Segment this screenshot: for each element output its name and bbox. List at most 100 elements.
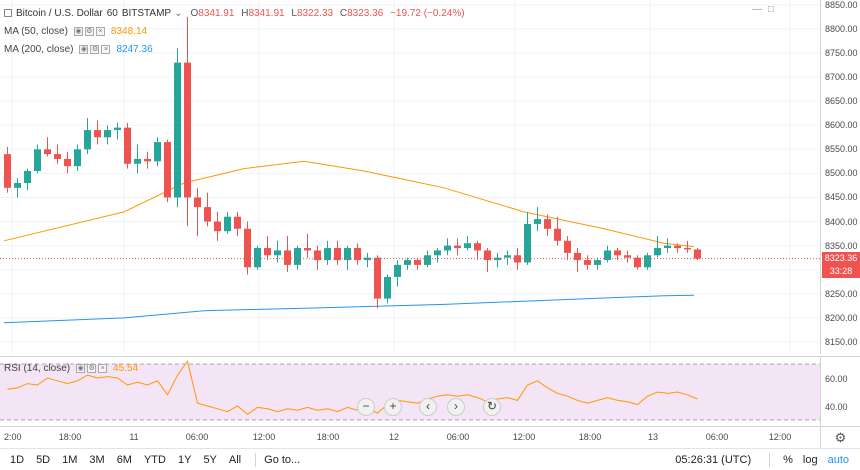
range-button-1m[interactable]: 1M [62,453,78,466]
visibility-icon[interactable]: ◉ [76,363,86,373]
time-tick: 18:00 [316,432,340,442]
range-button-5y[interactable]: 5Y [203,453,217,466]
candle-body [14,183,21,188]
time-tick: 06:00 [705,432,729,442]
candle-body [44,149,51,155]
rsi-pane[interactable]: RSI (14, close) ◉ ⚙ × 45.54 [0,356,820,426]
candle-body [434,250,441,256]
price-tick: 8450.00 [825,192,858,203]
candle-body [64,158,71,167]
range-button-6m[interactable]: 6M [116,453,132,466]
visibility-icon[interactable]: ◉ [79,44,89,54]
last-price-label: 8323.36 [822,251,860,265]
candle-body [584,260,591,265]
change-value: −19.72 (−0.24%) [390,7,465,19]
candle-body [174,62,181,198]
candle-body [424,255,431,265]
candle-body [384,276,391,299]
chart-settings-gear-icon[interactable]: ⚙ [820,426,860,448]
zoom-in-button[interactable]: + [384,398,402,416]
candle-body [514,255,521,263]
candle-body [684,248,691,250]
scroll-right-button[interactable]: › [447,398,465,416]
candle-body [544,219,551,229]
divider [769,452,771,467]
price-tick: 8750.00 [825,47,858,58]
range-button-5d[interactable]: 5D [36,453,51,466]
candle-body [344,248,351,261]
collapse-legend-icon[interactable] [4,9,12,17]
rsi-scale[interactable]: 60.00 40.00 [820,356,860,426]
remove-icon[interactable]: × [101,44,111,54]
candle-body [104,130,111,138]
remove-icon[interactable]: × [98,363,108,373]
price-tick: 8200.00 [825,312,858,323]
zoom-out-button[interactable]: − [357,398,375,416]
ma200-label[interactable]: MA (200, close) [4,43,74,55]
candle-body [74,149,81,167]
percent-toggle[interactable]: % [783,453,793,466]
candle-body [284,250,291,265]
range-button-all[interactable]: All [228,453,242,466]
range-button-3m[interactable]: 3M [89,453,105,466]
candle-body [244,228,251,268]
auto-toggle[interactable]: auto [827,453,849,466]
rsi-tick: 60.00 [825,374,848,384]
candle-body [644,255,651,268]
candle-body [164,142,171,198]
symbol-name[interactable]: Bitcoin / U.S. Dollar [16,7,103,19]
utc-clock[interactable]: 05:26:31 (UTC) [675,453,752,466]
candle-body [214,221,221,232]
price-tick: 8700.00 [825,72,858,83]
candle-body [334,248,341,261]
ma50-label[interactable]: MA (50, close) [4,25,68,37]
rsi-band [0,364,820,420]
candle-body [124,127,131,164]
ohlc-values: O8341.91 H8341.91 L8322.33 C8323.36 −19.… [190,8,464,19]
log-toggle[interactable]: log [802,453,818,466]
candle-body [4,154,11,188]
range-button-1d[interactable]: 1D [10,453,25,466]
rsi-legend: RSI (14, close) ◉ ⚙ × 45.54 [4,361,138,375]
low-value: 8322.33 [296,7,334,19]
candle-body [254,248,261,268]
rsi-canvas[interactable] [0,357,820,427]
range-button-ytd[interactable]: YTD [143,453,166,466]
settings-icon[interactable]: ⚙ [90,44,100,54]
candle-body [234,216,241,229]
candle-body [84,130,91,150]
settings-icon[interactable]: ⚙ [84,26,94,36]
price-tick: 8250.00 [825,288,858,299]
candle-body [674,245,681,249]
rsi-label[interactable]: RSI (14, close) [4,362,71,374]
settings-icon[interactable]: ⚙ [87,363,97,373]
visibility-icon[interactable]: ◉ [73,26,83,36]
time-scale[interactable]: 2:00 18:00 11 06:00 12:00 18:00 12 06:00 12:00 18… [0,426,820,448]
price-tick: 8550.00 [825,144,858,155]
price-tick: 8500.00 [825,168,858,179]
candle-body [394,264,401,277]
candle-body [614,250,621,256]
price-tick: 8800.00 [825,23,858,34]
candle-body [134,158,141,164]
chevron-down-icon[interactable]: ⌄ [174,7,183,19]
candle-body [204,207,211,222]
price-chart-canvas[interactable] [0,0,820,354]
interval-label[interactable]: 60 [106,7,118,19]
rsi-tick: 40.00 [825,402,848,412]
reset-chart-button[interactable]: ↻ [483,398,501,416]
goto-button[interactable]: Go to... [264,453,301,466]
ma200-legend: MA (200, close) ◉ ⚙ × 8247.36 [4,42,153,56]
minimize-pane-icon[interactable]: — [751,4,762,15]
price-chart-pane[interactable]: Bitcoin / U.S. Dollar 60 BITSTAMP ⌄ O834… [0,0,820,354]
candle-body [564,240,571,253]
remove-icon[interactable]: × [95,26,105,36]
range-button-1y[interactable]: 1Y [177,453,192,466]
time-tick: 12:00 [768,432,792,442]
maximize-pane-icon[interactable]: □ [767,4,774,15]
price-scale[interactable]: 8850.00 8800.00 8750.00 8700.00 8650.00 8600.… [820,0,860,354]
ma50-line [3,160,695,248]
high-value: 8341.91 [248,7,285,19]
scroll-left-button[interactable]: ‹ [419,398,437,416]
time-tick: 2:00 [4,432,22,442]
